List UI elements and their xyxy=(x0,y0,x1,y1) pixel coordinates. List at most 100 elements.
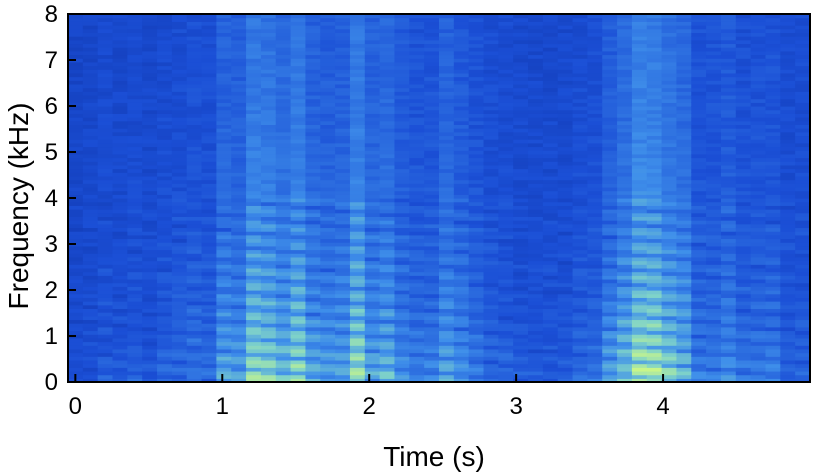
heatmap-cell xyxy=(216,146,232,151)
heatmap-cell xyxy=(617,260,633,265)
heatmap-cell xyxy=(201,47,217,52)
heatmap-cell xyxy=(602,242,618,247)
heatmap-cell xyxy=(127,337,143,343)
heatmap-cell xyxy=(735,168,752,173)
heatmap-cell xyxy=(320,253,336,258)
heatmap-cell xyxy=(439,142,455,148)
heatmap-cell xyxy=(795,271,810,276)
heatmap-cell xyxy=(290,47,307,52)
heatmap-cell xyxy=(661,157,678,162)
heatmap-cell xyxy=(424,80,440,85)
heatmap-cell xyxy=(617,337,633,343)
heatmap-cell xyxy=(424,352,440,357)
heatmap-cell xyxy=(409,76,425,81)
heatmap-cell xyxy=(246,25,262,30)
heatmap-cell xyxy=(706,374,722,379)
heatmap-cell xyxy=(349,168,366,173)
heatmap-cell xyxy=(557,363,574,368)
heatmap-cell xyxy=(676,98,692,103)
heatmap-cell xyxy=(424,323,440,328)
heatmap-cell xyxy=(750,128,767,133)
heatmap-cell xyxy=(528,139,544,144)
heatmap-cell xyxy=(171,161,188,166)
heatmap-cell xyxy=(290,363,307,368)
heatmap-cell xyxy=(409,201,425,206)
heatmap-cell xyxy=(409,297,425,302)
heatmap-cell xyxy=(468,253,485,258)
heatmap-cell xyxy=(528,32,544,37)
heatmap-cell xyxy=(68,39,84,45)
heatmap-cell xyxy=(320,69,336,74)
heatmap-cell xyxy=(349,117,366,122)
heatmap-cell xyxy=(750,352,767,357)
heatmap-cell xyxy=(424,312,440,317)
heatmap-cell xyxy=(706,304,722,309)
heatmap-cell xyxy=(765,183,781,188)
heatmap-cell xyxy=(468,352,485,357)
heatmap-cell xyxy=(439,194,455,199)
heatmap-cell xyxy=(335,319,351,324)
heatmap-cell xyxy=(542,69,559,74)
heatmap-cell xyxy=(676,301,692,306)
heatmap-cell xyxy=(691,209,707,214)
heatmap-cell xyxy=(587,69,603,74)
heatmap-cell xyxy=(795,76,810,81)
heatmap-cell xyxy=(617,183,633,188)
heatmap-cell xyxy=(720,109,737,114)
heatmap-cell xyxy=(513,286,529,291)
heatmap-cell xyxy=(394,304,410,309)
heatmap-cell xyxy=(409,164,425,170)
heatmap-cell xyxy=(112,61,128,67)
heatmap-cell xyxy=(216,242,232,247)
heatmap-cell xyxy=(735,139,752,144)
heatmap-cell xyxy=(676,190,692,195)
heatmap-cell xyxy=(439,341,455,346)
heatmap-cell xyxy=(468,135,485,140)
heatmap-cell xyxy=(142,186,158,192)
heatmap-cell xyxy=(424,315,440,321)
heatmap-cell xyxy=(572,234,588,240)
heatmap-cell xyxy=(409,348,425,354)
heatmap-cell xyxy=(394,128,410,133)
heatmap-cell xyxy=(557,190,574,195)
heatmap-cell xyxy=(349,175,366,181)
heatmap-cell xyxy=(112,231,128,236)
heatmap-cell xyxy=(364,209,381,214)
heatmap-cell xyxy=(82,157,99,162)
heatmap-cell xyxy=(439,43,455,48)
heatmap-cell xyxy=(720,142,737,148)
heatmap-cell xyxy=(780,194,796,199)
heatmap-cell xyxy=(572,142,588,148)
heatmap-cell xyxy=(542,198,559,203)
heatmap-cell xyxy=(631,50,648,56)
heatmap-cell xyxy=(795,212,810,217)
heatmap-cell xyxy=(216,25,232,30)
heatmap-cell xyxy=(720,319,737,324)
heatmap-cell xyxy=(424,264,440,269)
heatmap-cell xyxy=(394,183,410,188)
heatmap-cell xyxy=(68,102,84,107)
heatmap-cell xyxy=(320,14,336,19)
heatmap-cell xyxy=(82,367,99,372)
heatmap-cell xyxy=(720,275,737,280)
heatmap-cell xyxy=(231,164,247,170)
heatmap-cell xyxy=(661,58,678,63)
heatmap-cell xyxy=(216,308,232,313)
heatmap-cell xyxy=(97,80,114,85)
heatmap-cell xyxy=(498,179,514,184)
heatmap-cell xyxy=(82,98,99,103)
heatmap-cell xyxy=(142,334,158,339)
heatmap-cell xyxy=(379,36,396,41)
heatmap-cell xyxy=(557,36,574,41)
heatmap-cell xyxy=(68,245,84,251)
heatmap-cell xyxy=(216,370,232,376)
heatmap-cell xyxy=(379,341,396,346)
heatmap-cell xyxy=(587,106,603,111)
heatmap-cell xyxy=(676,363,692,368)
heatmap-cell xyxy=(394,227,410,232)
heatmap-cell xyxy=(394,25,410,30)
heatmap-cell xyxy=(216,348,232,354)
heatmap-cell xyxy=(349,345,366,350)
heatmap-cell xyxy=(216,172,232,177)
heatmap-cell xyxy=(468,293,485,298)
